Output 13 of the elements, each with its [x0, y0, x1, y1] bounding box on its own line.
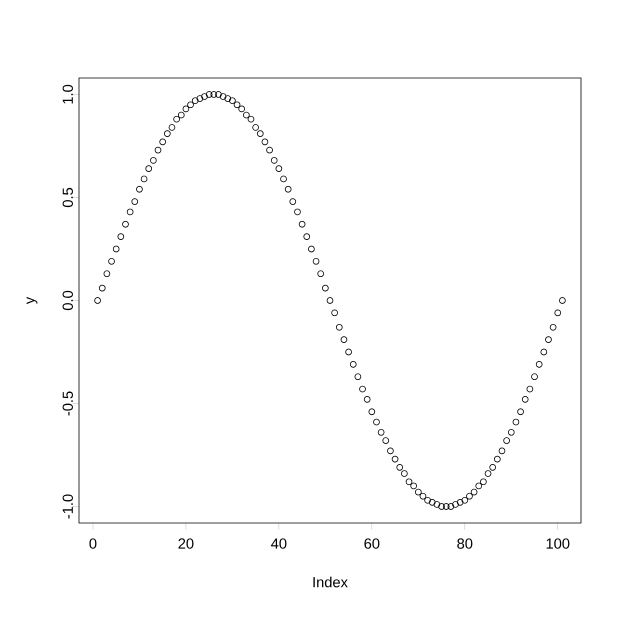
y-tick-label: -0.5 [62, 391, 73, 416]
x-tick-label: 60 [364, 538, 380, 549]
y-tick-label: 0.5 [62, 188, 73, 208]
y-tick-label: -1.0 [62, 494, 73, 518]
y-axis-title: y [26, 296, 38, 304]
y-tick-label: 0.0 [62, 290, 73, 310]
x-tick-label: 0 [89, 538, 96, 549]
x-tick-label: 80 [457, 538, 472, 549]
x-tick-label: 100 [546, 538, 570, 549]
x-tick-label: 40 [271, 538, 286, 549]
x-axis-title: Index [313, 576, 348, 588]
y-tick-label: 1.0 [62, 84, 73, 104]
x-tick-label: 20 [178, 538, 194, 549]
